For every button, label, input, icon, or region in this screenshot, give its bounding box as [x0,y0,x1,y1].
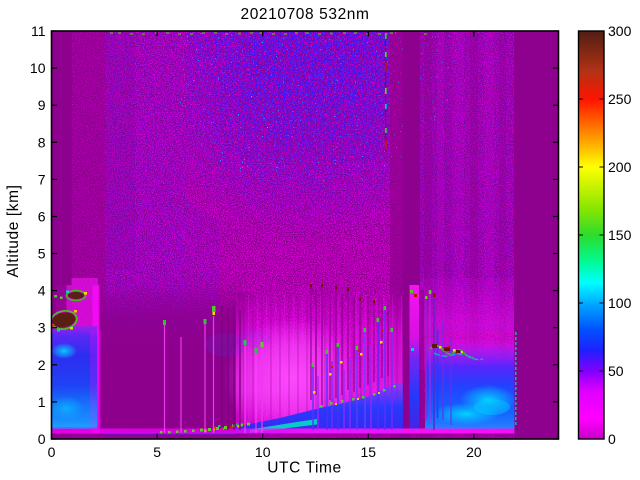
svg-text:6: 6 [38,209,46,225]
svg-text:4: 4 [38,283,46,299]
svg-text:15: 15 [361,444,377,460]
svg-text:0: 0 [608,431,616,447]
svg-text:10: 10 [255,444,271,460]
svg-text:250: 250 [608,91,632,107]
svg-text:8: 8 [38,134,46,150]
svg-text:100: 100 [608,295,632,311]
svg-text:1: 1 [38,394,46,410]
svg-text:50: 50 [608,363,624,379]
svg-text:7: 7 [38,171,46,187]
svg-text:UTC Time: UTC Time [267,460,342,477]
svg-text:11: 11 [31,23,46,39]
svg-text:5: 5 [153,444,161,460]
svg-text:300: 300 [608,23,632,39]
svg-text:9: 9 [38,97,46,113]
svg-text:200: 200 [608,159,632,175]
svg-text:Altitude [km]: Altitude [km] [5,184,22,277]
svg-text:0: 0 [48,444,56,460]
svg-text:2: 2 [38,357,46,373]
svg-text:20: 20 [466,444,482,460]
svg-text:150: 150 [608,227,632,243]
svg-text:5: 5 [38,246,46,262]
svg-text:20210708 532nm: 20210708 532nm [240,6,369,23]
svg-text:3: 3 [38,320,46,336]
svg-text:10: 10 [30,60,46,76]
svg-text:0: 0 [38,431,46,447]
